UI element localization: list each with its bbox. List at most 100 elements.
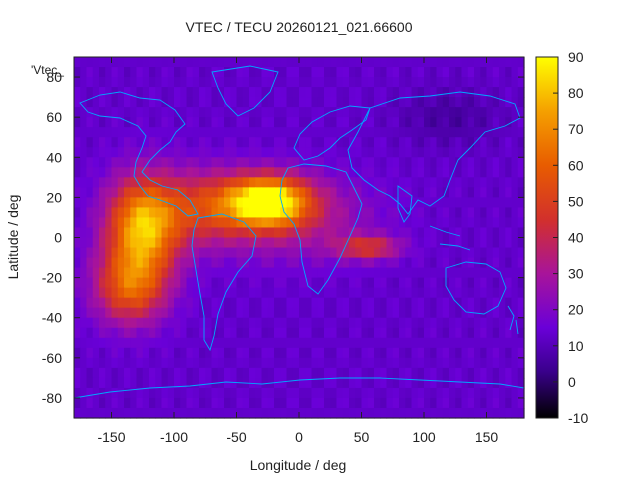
- heat-cell: [105, 237, 113, 249]
- heat-cell: [199, 107, 206, 118]
- heat-cell: [211, 337, 219, 349]
- heat-cell: [399, 227, 406, 239]
- heat-cell: [105, 327, 113, 339]
- heat-cell: [430, 207, 438, 219]
- heat-cell: [442, 237, 450, 249]
- heat-cell: [342, 247, 350, 259]
- heat-cell: [386, 237, 394, 249]
- heat-cell: [392, 167, 400, 178]
- heat-cell: [167, 187, 175, 198]
- heat-cell: [367, 237, 375, 249]
- heat-cell: [361, 207, 369, 219]
- heat-cell: [180, 127, 188, 138]
- heat-cell: [311, 327, 319, 339]
- heat-cell: [211, 277, 219, 289]
- heat-cell: [174, 367, 181, 379]
- heat-cell: [499, 57, 506, 68]
- heat-cell: [186, 137, 194, 148]
- heat-cell: [336, 227, 344, 239]
- heat-cell: [492, 87, 500, 98]
- heat-cell: [86, 217, 94, 229]
- heat-cell: [80, 197, 88, 209]
- heat-cell: [261, 227, 269, 239]
- heat-cell: [449, 187, 456, 198]
- heat-cell: [236, 187, 244, 198]
- heat-cell: [86, 117, 94, 128]
- heat-cell: [149, 397, 156, 409]
- heat-cell: [317, 327, 325, 339]
- heat-cell: [430, 257, 438, 269]
- heat-cell: [99, 317, 106, 329]
- heat-cell: [292, 237, 300, 249]
- heat-cell: [480, 97, 488, 108]
- heat-cell: [436, 367, 444, 379]
- colorbar-tick-label: 20: [568, 302, 584, 318]
- heat-cell: [199, 237, 206, 249]
- heat-cell: [499, 157, 506, 168]
- heat-cell: [186, 167, 194, 178]
- heat-cell: [92, 197, 100, 209]
- heat-cell: [355, 157, 363, 168]
- heat-cell: [224, 377, 231, 389]
- heat-cell: [405, 287, 413, 299]
- heat-cell: [386, 357, 394, 369]
- heat-cell: [224, 297, 231, 309]
- heat-cell: [455, 367, 463, 379]
- heat-cell: [217, 67, 225, 78]
- heat-cell: [486, 97, 494, 108]
- heat-cell: [367, 67, 375, 78]
- heat-cell: [455, 227, 463, 239]
- heat-cell: [467, 157, 475, 168]
- heat-cell: [130, 107, 138, 118]
- heat-cell: [311, 277, 319, 289]
- heat-cell: [236, 287, 244, 299]
- heat-cell: [267, 347, 275, 359]
- heat-cell: [255, 77, 263, 88]
- heat-cell: [317, 267, 325, 279]
- heat-cell: [155, 287, 163, 299]
- heat-cell: [461, 317, 469, 329]
- heat-cell: [299, 337, 306, 349]
- heat-cell: [149, 297, 156, 309]
- heat-cell: [86, 407, 94, 419]
- heat-cell: [367, 157, 375, 168]
- heat-cell: [174, 217, 181, 229]
- heat-cell: [349, 377, 356, 389]
- heat-cell: [442, 377, 450, 389]
- heat-cell: [399, 207, 406, 219]
- heat-cell: [274, 207, 281, 219]
- heat-cell: [92, 237, 100, 249]
- heat-cell: [161, 357, 169, 369]
- y-tick-label: -40: [42, 310, 62, 326]
- heat-cell: [367, 397, 375, 409]
- heat-cell: [111, 307, 119, 319]
- heat-cell: [155, 237, 163, 249]
- heat-cell: [149, 407, 156, 419]
- heat-cell: [342, 77, 350, 88]
- heat-cell: [167, 167, 175, 178]
- heat-cell: [211, 247, 219, 259]
- heat-cell: [342, 197, 350, 209]
- heat-cell: [130, 237, 138, 249]
- heat-cell: [136, 307, 144, 319]
- heat-cell: [317, 137, 325, 148]
- heat-cell: [105, 337, 113, 349]
- heat-cell: [374, 197, 381, 209]
- heat-cell: [417, 177, 425, 188]
- heat-cell: [505, 367, 513, 379]
- heat-cell: [380, 387, 388, 399]
- heat-cell: [336, 167, 344, 178]
- heat-cell: [117, 317, 125, 329]
- heat-cell: [99, 197, 106, 209]
- heat-cell: [374, 247, 381, 259]
- heat-cell: [299, 137, 306, 148]
- heat-cell: [411, 57, 419, 68]
- heat-cell: [505, 347, 513, 359]
- heat-cell: [361, 57, 369, 68]
- heat-cell: [174, 277, 181, 289]
- heat-cell: [180, 217, 188, 229]
- heat-cell: [149, 137, 156, 148]
- heat-cell: [330, 237, 338, 249]
- heat-cell: [74, 57, 81, 68]
- heat-cell: [374, 137, 381, 148]
